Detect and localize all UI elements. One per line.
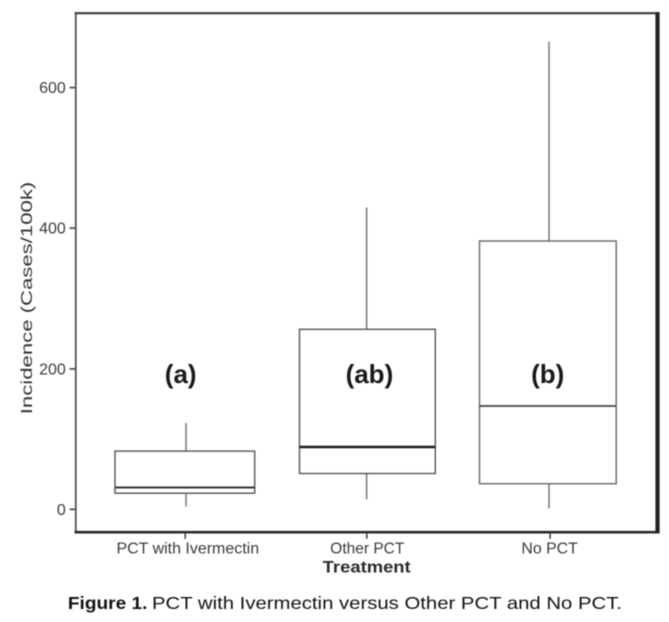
svg-text:200: 200 xyxy=(39,361,66,378)
svg-text:Other PCT: Other PCT xyxy=(330,541,405,558)
svg-text:Treatment: Treatment xyxy=(323,559,412,577)
svg-text:PCT with Ivermectin: PCT with Ivermectin xyxy=(117,541,260,558)
svg-text:No PCT: No PCT xyxy=(521,541,578,558)
svg-text:600: 600 xyxy=(39,80,66,97)
svg-text:(b): (b) xyxy=(531,359,564,389)
svg-text:PCT with Ivermectin versus Oth: PCT with Ivermectin versus Other PCT and… xyxy=(152,593,622,613)
svg-text:0: 0 xyxy=(57,502,66,519)
svg-text:(a): (a) xyxy=(165,359,197,389)
svg-text:400: 400 xyxy=(39,221,66,238)
svg-text:Incidence (Cases/100k): Incidence (Cases/100k) xyxy=(19,182,36,415)
svg-text:(ab): (ab) xyxy=(346,359,394,389)
svg-text:Figure 1.: Figure 1. xyxy=(68,593,147,613)
